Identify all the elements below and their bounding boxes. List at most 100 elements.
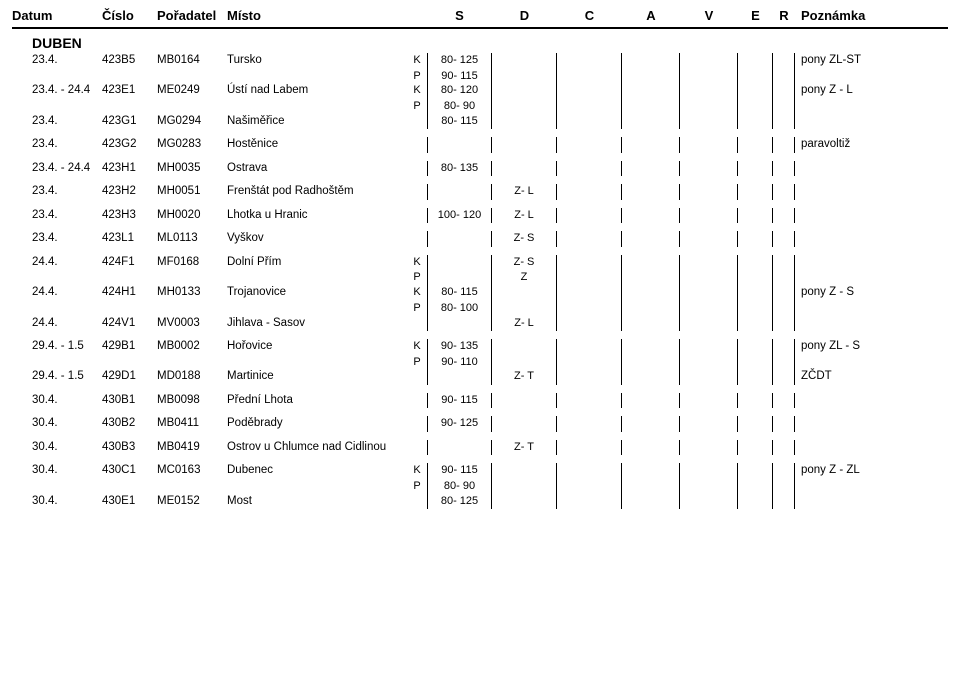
cell-poznamka	[795, 99, 948, 114]
cell-datum: 23.4. - 24.4	[12, 161, 102, 177]
cell-e	[738, 285, 773, 301]
cell-a	[622, 114, 680, 130]
cell-sp	[407, 137, 427, 153]
cell-datum: 24.4.	[12, 316, 102, 332]
cell-s: 90- 115	[427, 69, 492, 84]
cell-d	[492, 53, 557, 69]
cell-poznamka	[795, 316, 948, 332]
cell-d	[492, 114, 557, 130]
cell-r	[773, 270, 795, 285]
cell-sp: K	[407, 463, 427, 479]
cell-r	[773, 355, 795, 370]
cell-s: 90- 115	[427, 393, 492, 409]
cell-sp	[407, 161, 427, 177]
cell-poznamka	[795, 355, 948, 370]
table-row: 24.4.424H1MH0133TrojanoviceK80- 115pony …	[12, 285, 948, 301]
cell-a	[622, 208, 680, 224]
cell-poradatel: ME0152	[157, 494, 227, 510]
cell-cislo: 430B1	[102, 393, 157, 409]
cell-v	[680, 99, 738, 114]
table-row: 23.4.423G1MG0294Našiměřice80- 115	[12, 114, 948, 130]
cell-v	[680, 114, 738, 130]
cell-sp: P	[407, 270, 427, 285]
cell-poznamka: pony ZL-ST	[795, 53, 948, 69]
cell-poradatel: ML0113	[157, 231, 227, 247]
cell-cislo: 423H2	[102, 184, 157, 200]
cell-misto	[227, 355, 407, 370]
cell-d	[492, 479, 557, 494]
cell-c	[557, 83, 622, 99]
cell-c	[557, 285, 622, 301]
cell-poznamka: paravoltiž	[795, 137, 948, 153]
cell-v	[680, 184, 738, 200]
cell-d: Z- T	[492, 440, 557, 456]
cell-e	[738, 463, 773, 479]
cell-e	[738, 339, 773, 355]
cell-a	[622, 137, 680, 153]
cell-d	[492, 285, 557, 301]
cell-poznamka	[795, 301, 948, 316]
cell-r	[773, 440, 795, 456]
cell-datum: 23.4.	[12, 184, 102, 200]
cell-datum: 23.4.	[12, 53, 102, 69]
table-row: P80- 100	[12, 301, 948, 316]
cell-sp: P	[407, 69, 427, 84]
cell-v	[680, 479, 738, 494]
cell-cislo	[102, 479, 157, 494]
table-row: 23.4. - 24.4423E1ME0249Ústí nad LabemK80…	[12, 83, 948, 99]
cell-sp	[407, 114, 427, 130]
cell-cislo	[102, 355, 157, 370]
cell-misto: Martinice	[227, 369, 407, 385]
cell-s: 80- 135	[427, 161, 492, 177]
cell-d: Z- S	[492, 255, 557, 271]
cell-s	[427, 184, 492, 200]
cell-s: 80- 125	[427, 53, 492, 69]
cell-poznamka	[795, 231, 948, 247]
table-row: 23.4.423G2MG0283Hostěniceparavoltiž	[12, 137, 948, 153]
cell-a	[622, 416, 680, 432]
cell-a	[622, 69, 680, 84]
cell-poradatel: MH0133	[157, 285, 227, 301]
cell-datum	[12, 479, 102, 494]
cell-misto: Trojanovice	[227, 285, 407, 301]
cell-sp	[407, 184, 427, 200]
cell-s: 90- 135	[427, 339, 492, 355]
table-row: 24.4.424V1MV0003Jihlava - SasovZ- L	[12, 316, 948, 332]
cell-e	[738, 83, 773, 99]
cell-datum	[12, 270, 102, 285]
cell-cislo	[102, 270, 157, 285]
table-row: 23.4.423B5MB0164TurskoK80- 125pony ZL-ST	[12, 53, 948, 69]
cell-cislo	[102, 99, 157, 114]
cell-d	[492, 301, 557, 316]
cell-sp	[407, 208, 427, 224]
cell-a	[622, 463, 680, 479]
cell-cislo: 430B2	[102, 416, 157, 432]
cell-sp	[407, 494, 427, 510]
cell-r	[773, 83, 795, 99]
cell-misto	[227, 270, 407, 285]
cell-r	[773, 285, 795, 301]
cell-poznamka: pony Z - ZL	[795, 463, 948, 479]
table-row: 23.4.423H2MH0051Frenštát pod RadhoštěmZ-…	[12, 184, 948, 200]
cell-misto	[227, 69, 407, 84]
cell-poradatel	[157, 301, 227, 316]
cell-poznamka	[795, 270, 948, 285]
cell-misto: Most	[227, 494, 407, 510]
cell-r	[773, 301, 795, 316]
cell-d	[492, 161, 557, 177]
cell-c	[557, 479, 622, 494]
cell-sp: P	[407, 479, 427, 494]
cell-v	[680, 355, 738, 370]
cell-a	[622, 99, 680, 114]
cell-cislo	[102, 301, 157, 316]
cell-poznamka	[795, 114, 948, 130]
row-group: 30.4.430B2MB0411Poděbrady90- 125	[12, 416, 948, 432]
cell-d	[492, 463, 557, 479]
cell-v	[680, 285, 738, 301]
cell-e	[738, 255, 773, 271]
cell-c	[557, 184, 622, 200]
header-e: E	[738, 8, 773, 23]
cell-s: 80- 115	[427, 114, 492, 130]
header-c: C	[557, 8, 622, 23]
cell-c	[557, 137, 622, 153]
